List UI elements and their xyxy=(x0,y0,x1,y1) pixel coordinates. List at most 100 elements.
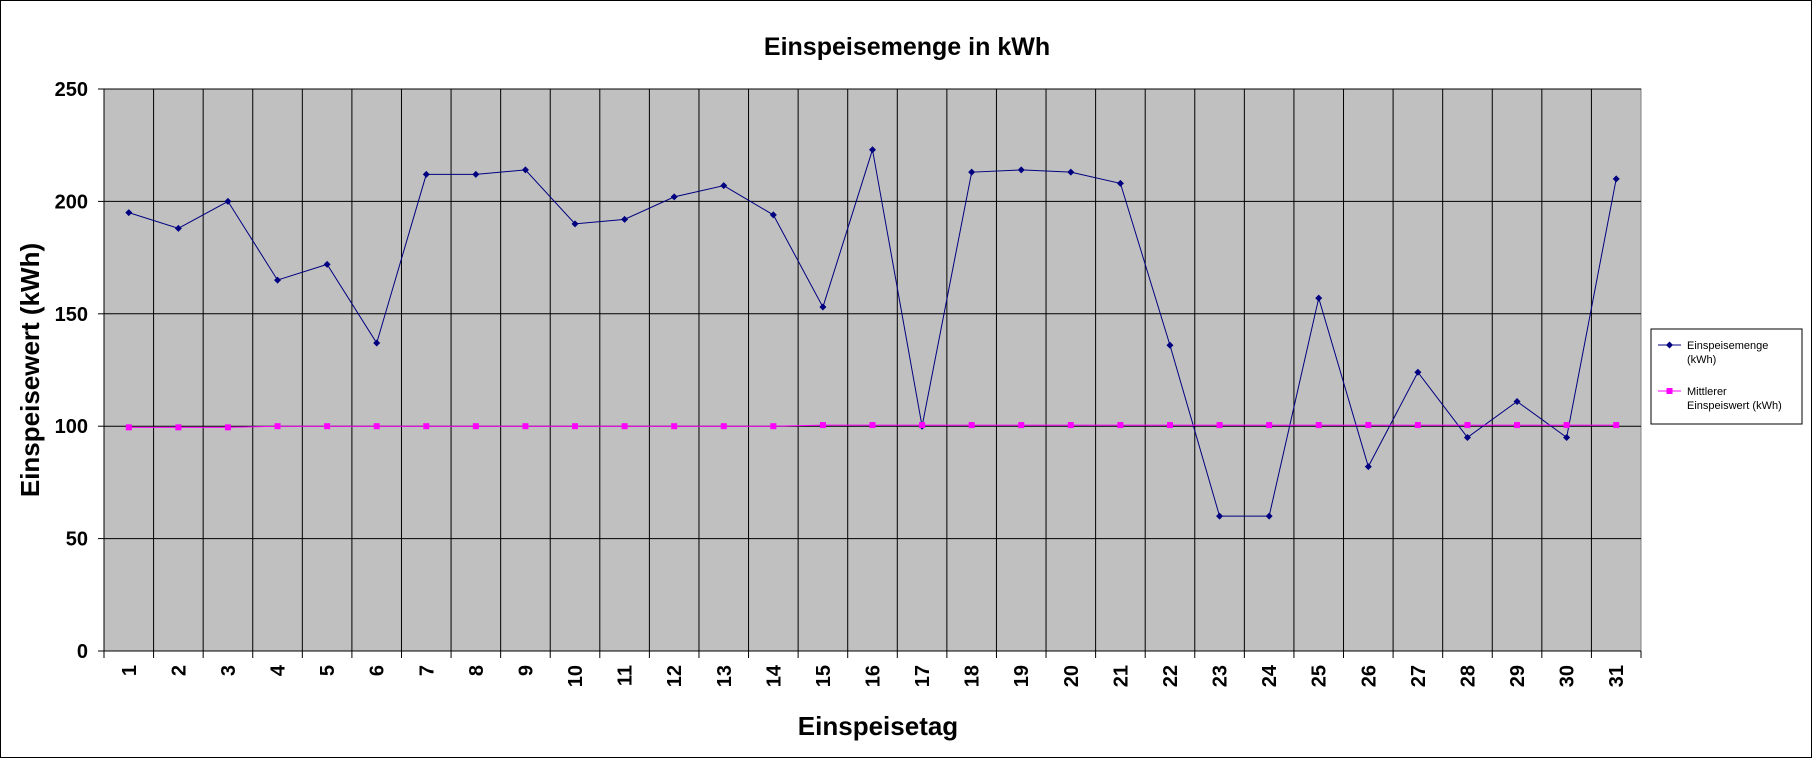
x-tick-label: 7 xyxy=(416,665,438,676)
data-point xyxy=(1464,422,1471,429)
x-tick-label: 10 xyxy=(565,665,587,687)
data-point xyxy=(1613,422,1620,429)
x-tick-label: 20 xyxy=(1061,665,1083,687)
data-point xyxy=(274,423,281,430)
data-point xyxy=(1067,168,1075,176)
data-point xyxy=(1265,512,1273,520)
data-point xyxy=(423,423,430,430)
x-tick-label: 30 xyxy=(1557,665,1579,687)
x-tick-label: 17 xyxy=(912,665,934,687)
legend-label: (kWh) xyxy=(1687,354,1716,366)
x-tick-labels: 1 2 3 4 5 6 7 8 9 10 11 12 13 14 15 16 17 18 19 20 21 22 23 24 2… xyxy=(119,664,1628,687)
data-point xyxy=(769,211,777,219)
legend-label: Mittlerer xyxy=(1687,386,1727,398)
data-point xyxy=(125,424,132,431)
x-tick-label: 25 xyxy=(1309,665,1331,687)
plot-area xyxy=(103,88,1642,652)
data-point xyxy=(1216,512,1224,520)
data-point xyxy=(1166,422,1173,429)
data-point xyxy=(671,423,678,430)
data-point xyxy=(324,423,331,430)
data-point xyxy=(1117,422,1124,429)
data-point xyxy=(1017,166,1025,174)
legend-label: Einspeiswert (kWh) xyxy=(1687,400,1782,412)
data-point xyxy=(819,422,826,429)
x-tick-label: 3 xyxy=(218,665,240,676)
legend-entry: Mittlerer Einspeiswert (kWh) xyxy=(1658,386,1782,412)
x-tick-label: 6 xyxy=(367,665,389,676)
x-tick-label: 9 xyxy=(515,665,537,676)
data-point xyxy=(1563,433,1571,441)
data-point xyxy=(1216,422,1223,429)
x-tick-label: 19 xyxy=(1011,665,1033,687)
data-point xyxy=(1513,397,1521,405)
data-point xyxy=(1365,422,1372,429)
data-point xyxy=(720,423,727,430)
series-2 xyxy=(125,422,1620,431)
x-tick-label: 15 xyxy=(813,665,835,687)
data-point xyxy=(572,423,579,430)
data-point xyxy=(174,224,182,232)
x-tick-label: 22 xyxy=(1160,665,1182,687)
x-tick-label: 14 xyxy=(763,664,785,687)
data-point xyxy=(373,339,381,347)
x-tick-label: 29 xyxy=(1507,665,1529,687)
data-point xyxy=(1514,422,1521,429)
data-point xyxy=(1612,175,1620,183)
data-point xyxy=(224,197,232,205)
data-point xyxy=(1364,463,1372,471)
data-point xyxy=(522,423,529,430)
y-tick-label: 0 xyxy=(77,641,88,663)
y-tick-label: 200 xyxy=(55,191,88,213)
x-tick-label: 26 xyxy=(1358,665,1380,687)
y-tick-label: 50 xyxy=(66,529,88,551)
x-tick-label: 1 xyxy=(119,665,141,676)
data-point xyxy=(968,168,976,176)
legend-label: Einspeisemenge xyxy=(1687,340,1768,352)
x-tick-label: 2 xyxy=(168,665,190,676)
data-point xyxy=(720,182,728,190)
legend-entry: Einspeisemenge (kWh) xyxy=(1658,340,1768,366)
y-tick-label: 150 xyxy=(55,304,88,326)
y-tick-labels: 0 50 100 150 200 250 xyxy=(55,79,88,663)
gridlines xyxy=(104,88,1641,651)
x-tick-label: 18 xyxy=(962,665,984,687)
data-point xyxy=(968,422,975,429)
data-point xyxy=(1067,422,1074,429)
x-tick-label: 23 xyxy=(1210,665,1232,687)
chart-title: Einspeisemenge in kWh xyxy=(764,33,1050,61)
data-point xyxy=(472,423,479,430)
y-axis-title: Einspeisewert (kWh) xyxy=(15,243,45,497)
data-point xyxy=(373,423,380,430)
y-tick-label: 250 xyxy=(55,79,88,101)
series-layer xyxy=(125,146,1620,520)
data-point xyxy=(1166,341,1174,349)
x-axis-title: Einspeisetag xyxy=(798,711,958,741)
data-point xyxy=(869,422,876,429)
data-point xyxy=(1463,433,1471,441)
data-point xyxy=(1018,422,1025,429)
x-tick-label: 21 xyxy=(1110,665,1132,687)
data-point xyxy=(1266,422,1273,429)
x-tick-label: 5 xyxy=(317,665,339,676)
x-tick-label: 24 xyxy=(1259,664,1281,687)
data-point xyxy=(1116,179,1124,187)
data-point xyxy=(571,220,579,228)
legend-marker xyxy=(1666,388,1673,394)
x-tick-label: 27 xyxy=(1408,665,1430,687)
x-tick-label: 8 xyxy=(466,665,488,676)
x-tick-label: 11 xyxy=(615,665,637,686)
x-tick-label: 4 xyxy=(268,664,290,676)
data-point xyxy=(1414,368,1422,376)
data-point xyxy=(323,260,331,268)
x-tick-label: 13 xyxy=(714,665,736,687)
data-point xyxy=(770,423,777,430)
data-point xyxy=(125,209,133,217)
data-point xyxy=(422,170,430,178)
data-point xyxy=(1414,422,1421,429)
x-tick-label: 31 xyxy=(1606,665,1628,687)
data-point xyxy=(819,303,827,311)
axes xyxy=(98,88,1642,658)
